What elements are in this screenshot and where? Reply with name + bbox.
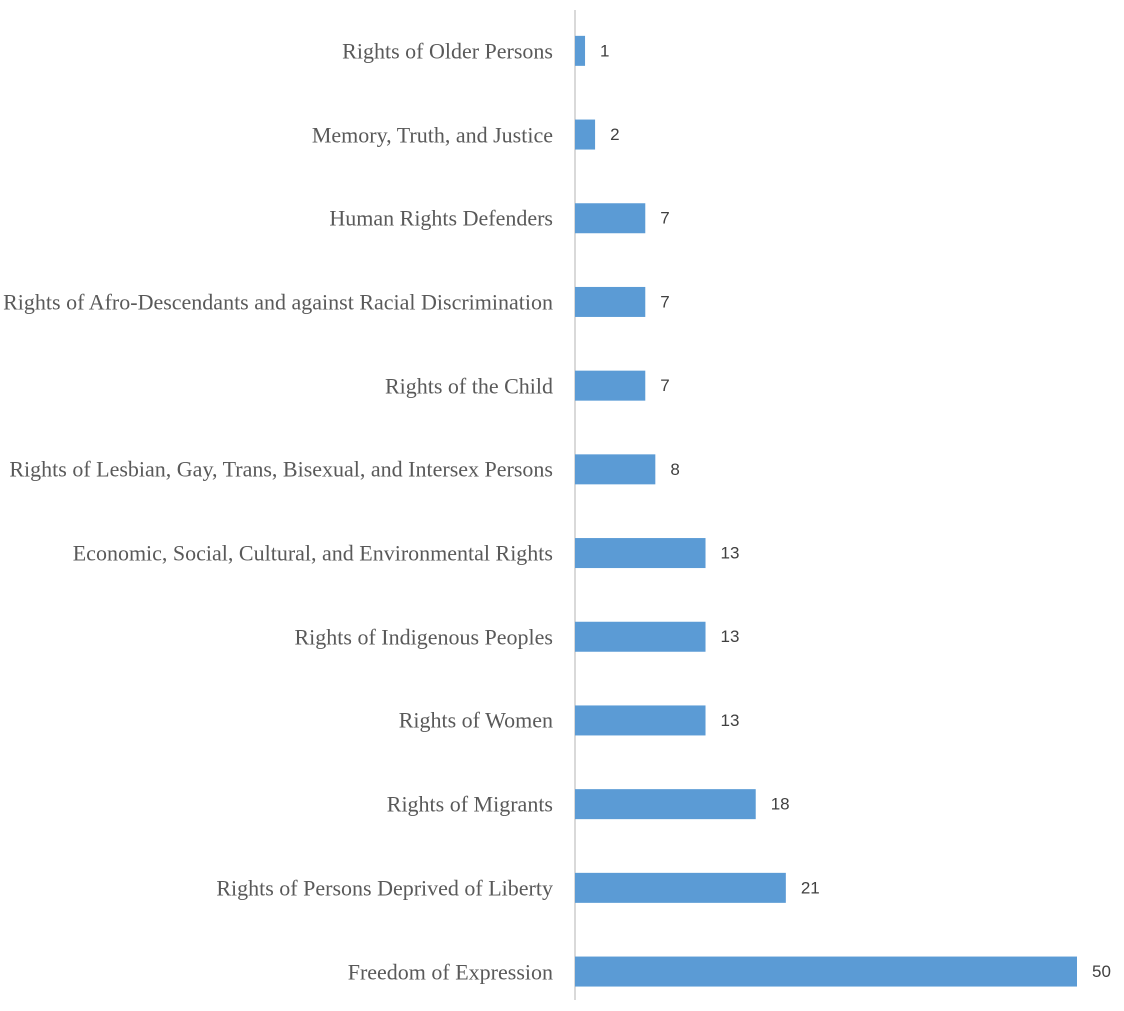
bar bbox=[575, 789, 756, 820]
data-label: 2 bbox=[610, 125, 619, 144]
category-label: Human Rights Defenders bbox=[329, 205, 553, 231]
bar bbox=[575, 872, 786, 903]
bar bbox=[575, 538, 706, 569]
data-label: 18 bbox=[771, 795, 790, 814]
data-label: 50 bbox=[1092, 962, 1111, 981]
data-label: 13 bbox=[721, 627, 740, 646]
data-label: 13 bbox=[721, 711, 740, 730]
bar bbox=[575, 370, 646, 401]
data-label: 7 bbox=[660, 376, 669, 395]
data-label: 7 bbox=[660, 292, 669, 311]
category-label: Memory, Truth, and Justice bbox=[311, 122, 553, 148]
bar bbox=[575, 705, 706, 736]
category-label: Rights of the Child bbox=[384, 373, 553, 399]
category-label: Rights of Persons Deprived of Liberty bbox=[216, 875, 553, 901]
bar bbox=[575, 35, 586, 66]
category-label: Rights of Women bbox=[398, 707, 553, 733]
category-label: Economic, Social, Cultural, and Environm… bbox=[72, 540, 553, 566]
category-label: Rights of Afro-Descendants and against R… bbox=[3, 289, 553, 315]
category-label: Rights of Migrants bbox=[386, 791, 553, 817]
bar bbox=[575, 286, 646, 317]
bar bbox=[575, 956, 1077, 987]
bar bbox=[575, 119, 596, 150]
data-label: 8 bbox=[670, 460, 679, 479]
data-label: 7 bbox=[660, 209, 669, 228]
category-label: Rights of Older Persons bbox=[342, 38, 553, 64]
category-label: Rights of Indigenous Peoples bbox=[294, 624, 554, 650]
data-label: 21 bbox=[801, 878, 820, 897]
category-label: Rights of Lesbian, Gay, Trans, Bisexual,… bbox=[9, 456, 553, 482]
bar bbox=[575, 621, 706, 652]
bar bbox=[575, 454, 656, 485]
bar bbox=[575, 203, 646, 234]
category-label: Freedom of Expression bbox=[347, 959, 553, 985]
data-label: 1 bbox=[600, 41, 609, 60]
data-label: 13 bbox=[721, 544, 740, 563]
